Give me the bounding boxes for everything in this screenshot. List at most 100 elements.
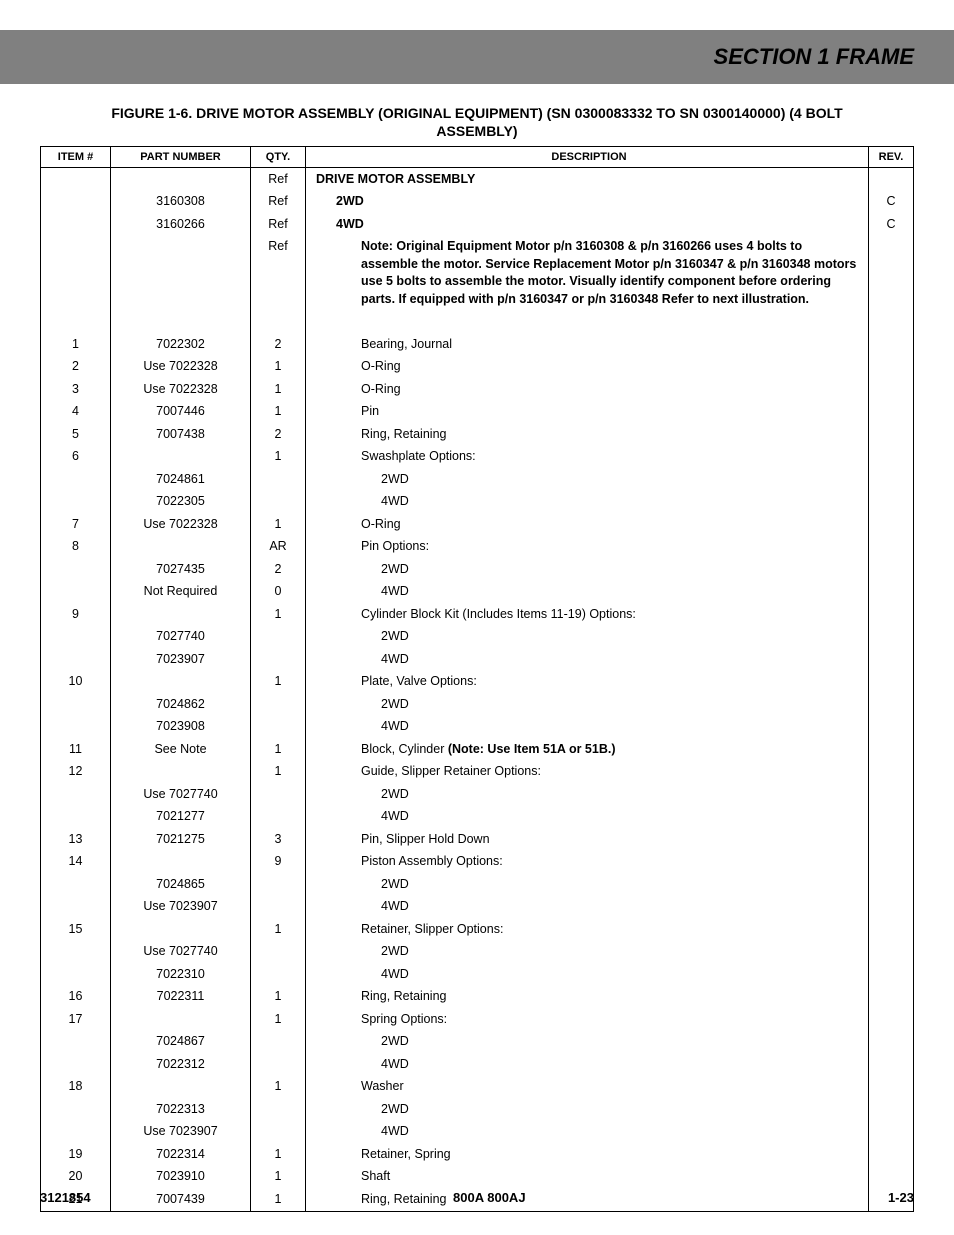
cell-part: [111, 446, 251, 469]
cell-desc: Pin Options:: [306, 536, 869, 559]
parts-table: ITEM # PART NUMBER QTY. DESCRIPTION REV.…: [40, 146, 914, 1212]
cell-part: 7022311: [111, 986, 251, 1009]
cell-part: 7024865: [111, 873, 251, 896]
cell-qty: Ref: [251, 213, 306, 236]
cell-qty: [251, 941, 306, 964]
cell-rev: [869, 626, 914, 649]
cell-desc: 2WD: [306, 783, 869, 806]
table-row: 170223022Bearing, Journal: [41, 333, 914, 356]
table-row: 11See Note1Block, Cylinder (Note: Use It…: [41, 738, 914, 761]
cell-item: [41, 873, 111, 896]
table-row: Use 70239074WD: [41, 1121, 914, 1144]
cell-part: Use 7027740: [111, 783, 251, 806]
cell-qty: 1: [251, 446, 306, 469]
cell-desc: DRIVE MOTOR ASSEMBLY: [306, 168, 869, 191]
cell-part: [111, 536, 251, 559]
cell-desc: 4WD: [306, 491, 869, 514]
cell-part: 7022305: [111, 491, 251, 514]
cell-desc: Retainer, Slipper Options:: [306, 918, 869, 941]
cell-desc: Bearing, Journal: [306, 333, 869, 356]
cell-item: 11: [41, 738, 111, 761]
cell-item: [41, 648, 111, 671]
cell-rev: [869, 1121, 914, 1144]
cell-qty: AR: [251, 536, 306, 559]
cell-part: [111, 761, 251, 784]
cell-item: 20: [41, 1166, 111, 1189]
cell-desc: O-Ring: [306, 356, 869, 379]
cell-part: [111, 851, 251, 874]
cell-part: 7021277: [111, 806, 251, 829]
table-row: 70223132WD: [41, 1098, 914, 1121]
cell-part: 7024861: [111, 468, 251, 491]
cell-part: 3160308: [111, 191, 251, 214]
cell-desc: Pin, Slipper Hold Down: [306, 828, 869, 851]
cell-qty: 9: [251, 851, 306, 874]
table-row: 121Guide, Slipper Retainer Options:: [41, 761, 914, 784]
cell-qty: [251, 963, 306, 986]
cell-rev: [869, 783, 914, 806]
table-row: 70248612WD: [41, 468, 914, 491]
cell-item: 19: [41, 1143, 111, 1166]
cell-qty: 1: [251, 1166, 306, 1189]
table-row: 171Spring Options:: [41, 1008, 914, 1031]
cell-qty: 0: [251, 581, 306, 604]
table-row: 70223104WD: [41, 963, 914, 986]
cell-desc: Block, Cylinder (Note: Use Item 51A or 5…: [306, 738, 869, 761]
cell-qty: [251, 783, 306, 806]
cell-item: 4: [41, 401, 111, 424]
table-row: 101Plate, Valve Options:: [41, 671, 914, 694]
cell-part: [111, 1008, 251, 1031]
cell-part: [111, 236, 251, 311]
cell-qty: 1: [251, 401, 306, 424]
cell-desc: Piston Assembly Options:: [306, 851, 869, 874]
table-row: 3Use 70223281O-Ring: [41, 378, 914, 401]
cell-qty: 1: [251, 1076, 306, 1099]
cell-rev: [869, 941, 914, 964]
cell-part: 7021275: [111, 828, 251, 851]
cell-rev: [869, 333, 914, 356]
cell-desc: 2WD: [306, 626, 869, 649]
table-row: 470074461Pin: [41, 401, 914, 424]
table-row: 2070239101Shaft: [41, 1166, 914, 1189]
cell-rev: [869, 1031, 914, 1054]
cell-qty: [251, 806, 306, 829]
cell-rev: [869, 536, 914, 559]
cell-part: 7022310: [111, 963, 251, 986]
cell-desc: Spring Options:: [306, 1008, 869, 1031]
cell-rev: [869, 806, 914, 829]
footer-center: 800A 800AJ: [453, 1190, 526, 1205]
page-footer: 3121854 800A 800AJ 1-23: [40, 1190, 914, 1205]
cell-part: [111, 603, 251, 626]
table-row: 70239084WD: [41, 716, 914, 739]
cell-rev: [869, 1076, 914, 1099]
cell-item: [41, 806, 111, 829]
cell-item: [41, 716, 111, 739]
cell-part: 7022302: [111, 333, 251, 356]
table-row: 70239074WD: [41, 648, 914, 671]
cell-desc: Plate, Valve Options:: [306, 671, 869, 694]
cell-part: 7023910: [111, 1166, 251, 1189]
cell-item: [41, 941, 111, 964]
cell-desc: 4WD: [306, 716, 869, 739]
cell-desc: Ring, Retaining: [306, 986, 869, 1009]
cell-part: Use 7027740: [111, 941, 251, 964]
cell-part: [111, 671, 251, 694]
cell-item: [41, 213, 111, 236]
cell-rev: [869, 671, 914, 694]
cell-rev: [869, 168, 914, 191]
cell-item: 8: [41, 536, 111, 559]
cell-rev: [869, 693, 914, 716]
table-header-row: ITEM # PART NUMBER QTY. DESCRIPTION REV.: [41, 147, 914, 168]
cell-item: [41, 581, 111, 604]
cell-part: [111, 168, 251, 191]
cell-desc: 2WD: [306, 873, 869, 896]
cell-qty: 1: [251, 671, 306, 694]
cell-desc: 2WD: [306, 191, 869, 214]
col-header-desc: DESCRIPTION: [306, 147, 869, 168]
table-row: Use 7027740 2WD: [41, 783, 914, 806]
cell-rev: C: [869, 213, 914, 236]
table-row: 1970223141Retainer, Spring: [41, 1143, 914, 1166]
col-header-item: ITEM #: [41, 147, 111, 168]
cell-rev: [869, 1008, 914, 1031]
cell-part: Use 7022328: [111, 378, 251, 401]
